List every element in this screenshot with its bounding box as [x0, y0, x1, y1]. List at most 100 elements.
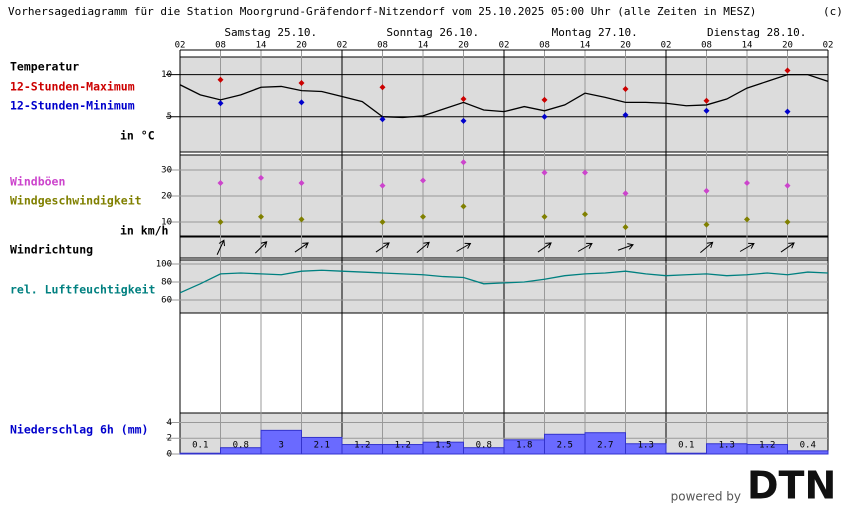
wind-arrow	[700, 241, 714, 254]
marker	[622, 190, 629, 197]
panel-label: 12-Stunden-Maximum	[10, 80, 135, 94]
marker	[541, 113, 548, 120]
title: Vorhersagediagramm für die Station Moorg…	[8, 5, 756, 18]
line	[179, 269, 829, 294]
marker	[298, 80, 305, 87]
bar-label: 2.7	[597, 441, 613, 451]
bar	[179, 452, 221, 455]
wind-arrow	[456, 242, 472, 252]
marker	[217, 180, 224, 187]
marker	[298, 180, 305, 187]
hour-label: 02	[661, 41, 672, 51]
bar	[746, 444, 788, 455]
wind-arrow	[617, 243, 634, 251]
wind-arrow	[780, 242, 795, 253]
bar-label: 1.2	[354, 441, 370, 451]
day-label: Sonntag 26.10.	[386, 26, 479, 39]
bar	[787, 450, 829, 455]
marker	[744, 216, 750, 223]
hour-label: 14	[742, 41, 753, 51]
marker	[379, 84, 386, 91]
marker	[298, 99, 305, 106]
panel-label: 12-Stunden-Minimum	[10, 99, 135, 113]
y-tick-label: 5	[167, 112, 172, 122]
marker	[541, 169, 548, 176]
wind-arrow	[577, 242, 593, 252]
bar-label: 0.1	[192, 441, 208, 451]
marker	[582, 169, 588, 176]
hour-label: 02	[499, 41, 510, 51]
day-label: Montag 27.10.	[552, 26, 638, 39]
marker	[703, 97, 710, 104]
y-tick-label: 4	[167, 418, 172, 428]
y-tick-label: 100	[156, 259, 172, 269]
marker	[622, 85, 629, 92]
y-tick-label: 10	[161, 70, 172, 80]
hour-label: 20	[296, 41, 307, 51]
marker	[460, 96, 467, 103]
marker	[784, 218, 791, 225]
marker	[541, 213, 548, 220]
bar-label: 1.2	[395, 441, 411, 451]
hour-label: 20	[620, 41, 631, 51]
wind-arrow	[537, 242, 552, 253]
wind-arrow	[416, 241, 430, 254]
marker	[379, 218, 386, 225]
bar-label: 1.5	[435, 441, 451, 451]
hour-label: 14	[580, 41, 591, 51]
hour-label: 08	[701, 41, 712, 51]
bar	[665, 452, 707, 455]
marker	[784, 108, 791, 115]
marker	[460, 203, 467, 210]
line	[179, 74, 829, 119]
bar-label: 2.5	[557, 441, 573, 451]
panel-label: Windrichtung	[10, 243, 93, 257]
bar-label: 0.8	[476, 441, 492, 451]
hour-label: 02	[823, 41, 834, 51]
marker	[582, 211, 588, 218]
marker	[258, 213, 264, 220]
bar	[625, 443, 667, 455]
wind-arrow	[216, 239, 225, 255]
marker	[460, 117, 467, 124]
marker	[784, 67, 791, 74]
marker	[379, 182, 386, 189]
hour-label: 20	[782, 41, 793, 51]
marker	[703, 221, 710, 228]
marker	[217, 76, 224, 83]
marker	[298, 216, 305, 223]
hour-label: 08	[539, 41, 550, 51]
hour-label: 14	[418, 41, 429, 51]
hour-label: 02	[175, 41, 186, 51]
bar-label: 1.8	[516, 441, 532, 451]
panel-label: Niederschlag 6h (mm)	[10, 423, 148, 437]
panel-label: Temperatur	[10, 60, 79, 74]
y-tick-label: 80	[161, 277, 172, 287]
y-tick-label: 30	[161, 166, 172, 176]
hour-label: 14	[256, 41, 267, 51]
bar-label: 3	[279, 441, 284, 451]
marker	[460, 159, 467, 166]
y-tick-label: 20	[161, 192, 172, 202]
day-label: Dienstag 28.10.	[707, 26, 806, 39]
wind-arrow	[254, 241, 268, 254]
wind-arrow	[739, 242, 755, 252]
bar-label: 1.2	[759, 441, 775, 451]
marker	[784, 182, 791, 189]
wind-arrow	[294, 242, 309, 253]
marker	[622, 224, 629, 231]
bar-label: 2.1	[314, 441, 330, 451]
hour-label: 02	[337, 41, 348, 51]
bar-label: 1.3	[719, 441, 735, 451]
panel-label: in °C	[120, 129, 155, 143]
marker	[258, 174, 264, 181]
y-tick-label: 0	[167, 450, 172, 460]
panel-label: Windgeschwindigkeit	[10, 194, 142, 208]
marker	[703, 187, 710, 194]
hour-label: 08	[215, 41, 226, 51]
wind-arrow	[375, 242, 390, 253]
day-label: Samstag 25.10.	[224, 26, 317, 39]
hour-label: 08	[377, 41, 388, 51]
marker	[541, 96, 548, 103]
bar-label: 0.8	[233, 441, 249, 451]
